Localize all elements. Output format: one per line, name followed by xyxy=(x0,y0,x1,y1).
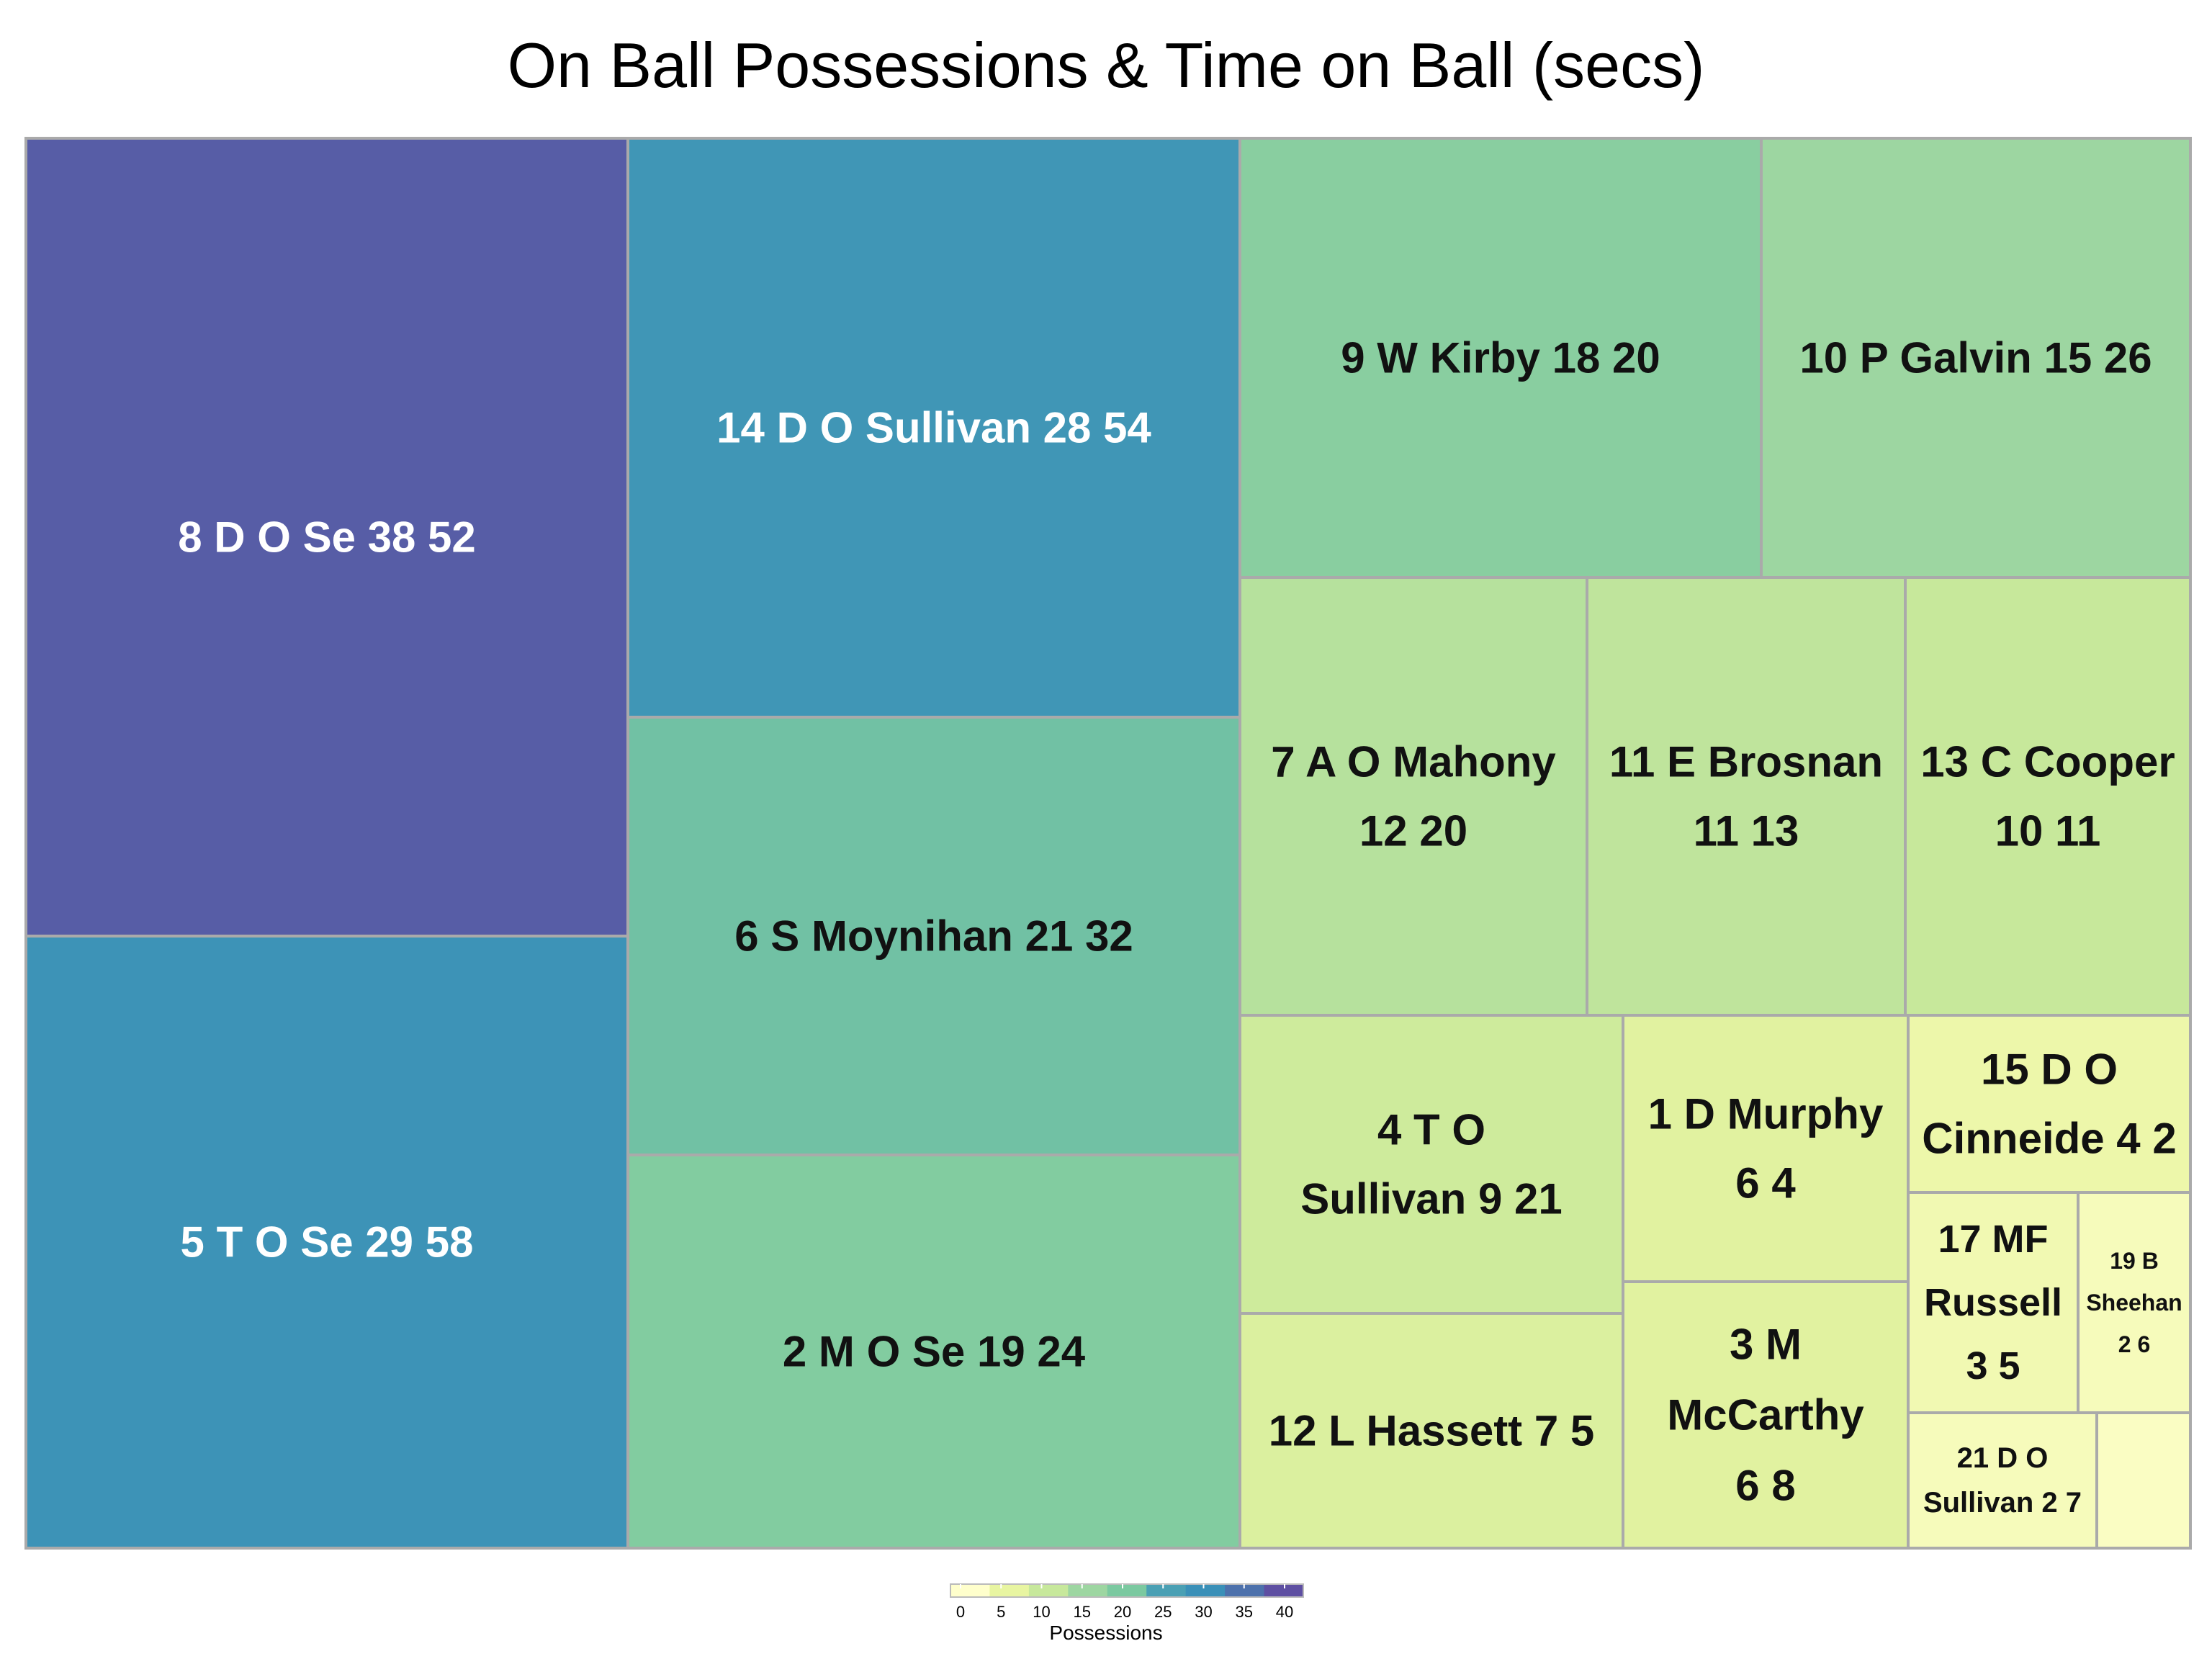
legend-tick-label: 25 xyxy=(1154,1603,1172,1621)
legend-swatch xyxy=(1028,1584,1069,1597)
legend-swatch xyxy=(1107,1584,1147,1597)
treemap-tile-rect xyxy=(24,137,629,938)
treemap-tile: 13 C Cooper 10 11 xyxy=(1904,576,2192,1017)
treemap-tile-label: 4 T O xyxy=(1377,1106,1485,1154)
treemap-tile-label: 10 P Galvin 15 26 xyxy=(1799,334,2152,382)
legend-tick-label: 30 xyxy=(1195,1603,1212,1621)
treemap-tile: 11 E Brosnan 11 13 xyxy=(1586,576,1907,1017)
treemap-tile-label: Russell xyxy=(1924,1281,2062,1324)
treemap-tile-rect xyxy=(1622,1280,1910,1550)
treemap-tile: 4 T O Sullivan 9 21 xyxy=(1238,1014,1624,1315)
treemap-tile-label: 6 S Moynihan 21 32 xyxy=(734,912,1133,961)
treemap-tile-label: 11 E Brosnan xyxy=(1609,738,1883,786)
treemap-tile-rect xyxy=(1238,137,1763,579)
treemap-tile-label: 10 11 xyxy=(1995,807,2101,855)
treemap-tiles: 8 D O Se 38 52 5 T O Se 29 58 14 D O Sulli… xyxy=(24,137,2192,1550)
treemap-tile-rect xyxy=(1586,576,1907,1017)
treemap-tile-rect xyxy=(626,137,1241,719)
treemap-tile: 21 D O Sullivan 2 7 xyxy=(1907,1411,2098,1550)
treemap-tile-label: 12 L Hassett 7 5 xyxy=(1269,1407,1595,1455)
treemap-tile-label: 8 D O Se 38 52 xyxy=(178,513,476,562)
treemap-tile: 19 B Sheehan 2 6 xyxy=(2077,1191,2192,1414)
treemap-tile-rect xyxy=(1238,576,1588,1017)
treemap-tile: 2 M O Se 19 24 xyxy=(626,1154,1241,1550)
legend-tick-label: 20 xyxy=(1114,1603,1131,1621)
treemap-tile: 3 M McCarthy 6 8 xyxy=(1622,1280,1910,1550)
treemap-tile: 9 W Kirby 18 20 xyxy=(1238,137,1763,579)
treemap-tile-label: 21 D O xyxy=(1957,1442,2049,1474)
legend-tick-label: 0 xyxy=(956,1603,965,1621)
legend-swatch xyxy=(950,1584,990,1597)
treemap-tile-rect xyxy=(2095,1411,2192,1550)
treemap-tile: 15 D O Cinneide 4 2 xyxy=(1907,1014,2192,1194)
treemap-tile: 6 S Moynihan 21 32 xyxy=(626,716,1241,1156)
legend-swatch xyxy=(1185,1584,1226,1597)
treemap-tile-label: 14 D O Sullivan 28 54 xyxy=(716,404,1151,452)
treemap-tile: 5 T O Se 29 58 xyxy=(24,935,629,1550)
legend-tick-label: 5 xyxy=(997,1603,1005,1621)
legend-swatch xyxy=(1146,1584,1187,1597)
treemap-tile: 1 D Murphy 6 4 xyxy=(1622,1014,1910,1283)
legend-swatch xyxy=(989,1584,1030,1597)
treemap-tile-label: Sullivan 2 7 xyxy=(1923,1487,2082,1519)
treemap-tile: 10 P Galvin 15 26 xyxy=(1760,137,2192,579)
treemap-tile-rect xyxy=(1238,1312,1624,1550)
legend-tick-label: 35 xyxy=(1236,1603,1253,1621)
treemap-tile-label: 13 C Cooper xyxy=(1920,738,2175,786)
treemap-tile-label: 2 6 xyxy=(2118,1331,2150,1357)
treemap-tile: 12 L Hassett 7 5 xyxy=(1238,1312,1624,1550)
treemap-tile-label: 3 5 xyxy=(1966,1344,2020,1388)
legend-title: Possessions xyxy=(1049,1622,1163,1644)
treemap-tile-label: 2 M O Se 19 24 xyxy=(783,1328,1086,1376)
treemap-tile-rect xyxy=(1907,1014,2192,1194)
treemap-tile-label: 3 M xyxy=(1730,1321,1802,1369)
treemap-tile-label: 7 A O Mahony xyxy=(1271,738,1556,786)
treemap-tile-label: 1 D Murphy xyxy=(1648,1090,1884,1138)
treemap-tile-label: 12 20 xyxy=(1359,807,1467,855)
legend-tick-label: 15 xyxy=(1074,1603,1091,1621)
treemap-tile-label: 15 D O xyxy=(1981,1046,2118,1094)
color-legend: 0 5 10 15 20 25 30 35 40 xyxy=(950,1583,1304,1621)
treemap-tile-label: Sheehan xyxy=(2086,1290,2182,1316)
treemap-tile-label: 6 8 xyxy=(1735,1462,1795,1510)
legend-tick-label: 40 xyxy=(1276,1603,1293,1621)
treemap-tile: 17 MF Russell 3 5 xyxy=(1907,1191,2080,1414)
treemap-tile-label: 9 W Kirby 18 20 xyxy=(1341,334,1660,382)
treemap-tile-label: 17 MF xyxy=(1938,1218,2048,1261)
treemap-tile-label: 5 T O Se 29 58 xyxy=(181,1218,474,1267)
treemap-tile-rect xyxy=(1907,1191,2080,1414)
legend-swatch xyxy=(1068,1584,1108,1597)
treemap-tile-rect xyxy=(1238,1014,1624,1315)
treemap-tile: 14 D O Sullivan 28 54 xyxy=(626,137,1241,719)
treemap-tile-label: Cinneide 4 2 xyxy=(1922,1115,2176,1163)
chart-title: On Ball Possessions & Time on Ball (secs… xyxy=(507,30,1705,101)
treemap-tile-label: 6 4 xyxy=(1735,1159,1796,1208)
treemap-tile-rect xyxy=(1760,137,2192,579)
treemap-tile: 8 D O Se 38 52 xyxy=(24,137,629,938)
treemap-tile-rect xyxy=(626,716,1241,1156)
treemap-tile-rect xyxy=(1904,576,2192,1017)
treemap-tile-rect xyxy=(1622,1014,1910,1283)
treemap-tile-rect xyxy=(24,935,629,1550)
treemap-tile xyxy=(2095,1411,2192,1550)
treemap-tile: 7 A O Mahony 12 20 xyxy=(1238,576,1588,1017)
legend-swatch xyxy=(1264,1584,1304,1597)
legend-swatch xyxy=(1225,1584,1265,1597)
treemap-tile-label: McCarthy xyxy=(1667,1391,1864,1439)
legend-tick-label: 10 xyxy=(1033,1603,1050,1621)
legend-bar-border xyxy=(950,1583,1304,1598)
treemap-tile-label: 19 B xyxy=(2110,1248,2159,1274)
treemap-tile-rect xyxy=(1907,1411,2098,1550)
treemap-frame xyxy=(24,137,2192,1550)
treemap-tile-label: 11 13 xyxy=(1694,807,1799,855)
treemap-tile-label: Sullivan 9 21 xyxy=(1300,1175,1563,1223)
